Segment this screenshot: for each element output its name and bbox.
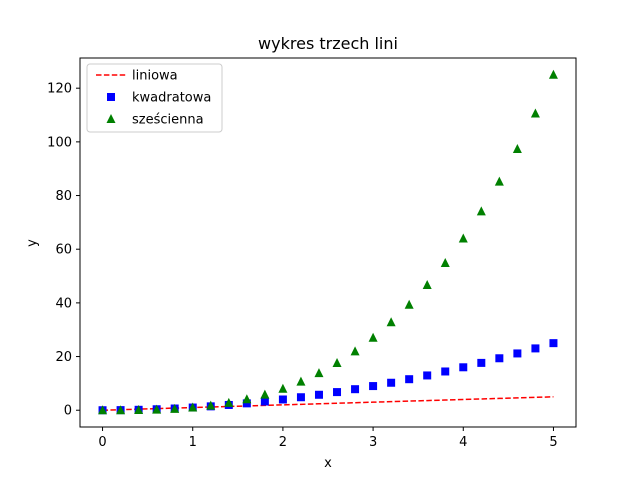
x-axis-label: x [324,456,332,471]
y-tick-label: 120 [47,82,72,97]
y-axis-label: y [25,239,40,247]
x-tick-label: 2 [279,435,287,450]
point-kwadratowa [405,375,413,383]
y-tick-label: 60 [55,243,72,258]
point-kwadratowa [531,344,539,352]
point-kwadratowa [477,359,485,367]
x-tick-label: 0 [98,435,106,450]
legend-swatch-kwadratowa [107,93,115,101]
point-kwadratowa [459,363,467,371]
y-tick-label: 40 [55,296,72,311]
point-kwadratowa [549,339,557,347]
legend: liniowa kwadratowa sześcienna [87,64,222,132]
x-tick-label: 3 [369,435,377,450]
legend-label: liniowa [132,69,178,84]
point-kwadratowa [279,395,287,403]
y-tick-label: 100 [47,135,72,150]
point-kwadratowa [441,367,449,375]
x-tick-label: 5 [549,435,557,450]
point-kwadratowa [369,382,377,390]
legend-label: kwadratowa [132,91,211,106]
point-kwadratowa [495,354,503,362]
x-tick-label: 4 [459,435,467,450]
chart-title: wykres trzech lini [258,34,398,53]
y-tick-label: 0 [64,404,72,419]
point-kwadratowa [351,385,359,393]
point-kwadratowa [261,398,269,406]
point-kwadratowa [423,371,431,379]
point-kwadratowa [315,391,323,399]
point-kwadratowa [297,393,305,401]
point-kwadratowa [387,379,395,387]
x-tick-label: 1 [189,435,197,450]
legend-label: sześcienna [132,113,204,128]
y-tick-label: 80 [55,189,72,204]
y-tick-label: 20 [55,350,72,365]
point-kwadratowa [333,388,341,396]
point-kwadratowa [513,349,521,357]
